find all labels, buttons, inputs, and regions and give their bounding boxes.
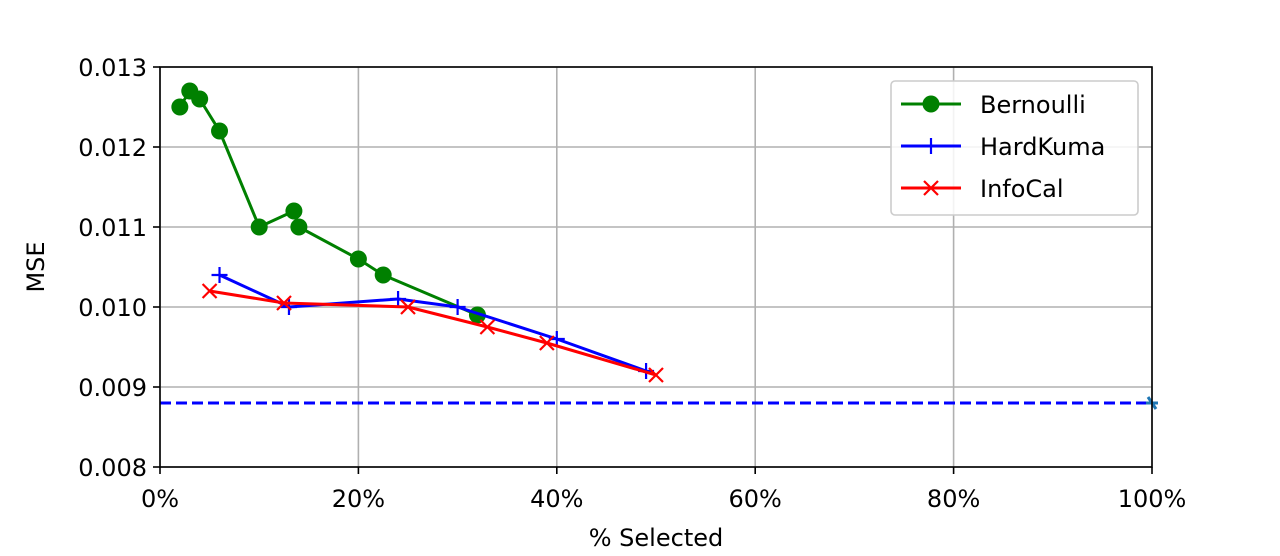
data-point-infocal (400, 299, 416, 315)
data-point-bernoulli (191, 90, 209, 108)
data-point-infocal (539, 335, 555, 351)
series-infocal (201, 283, 664, 383)
y-tick-label: 0.010 (78, 294, 147, 322)
reference-line-layer (160, 396, 1158, 410)
legend-marker (922, 95, 940, 113)
x-tick-label: 100% (1118, 485, 1187, 513)
legend-label: Bernoulli (980, 91, 1086, 119)
data-point-bernoulli (250, 218, 268, 236)
x-tick-label: 20% (332, 485, 385, 513)
data-point-infocal (201, 283, 218, 299)
data-point-infocal (276, 295, 292, 311)
legend-label: InfoCal (980, 175, 1064, 203)
series-layer (171, 82, 664, 383)
x-tick-label: 60% (729, 485, 782, 513)
data-point-bernoulli (290, 218, 308, 236)
series-line-hardkuma (218, 273, 647, 373)
data-point-bernoulli (374, 266, 392, 284)
data-point-hardkuma (449, 299, 466, 315)
data-point-hardkuma (211, 267, 228, 283)
y-tick-label: 0.012 (78, 134, 147, 162)
series-line-infocal (209, 289, 657, 377)
legend-marker (923, 180, 939, 196)
y-tick-label: 0.009 (78, 374, 147, 402)
plot-frame (159, 66, 1153, 468)
data-point-bernoulli (211, 122, 229, 140)
y-tick-label: 0.013 (78, 54, 147, 82)
legend-item-bernoulli: Bernoulli (901, 91, 1086, 119)
legend-item-hardkuma: HardKuma (901, 133, 1105, 161)
legend-item-infocal: InfoCal (901, 175, 1064, 203)
x-tick-label: 40% (530, 485, 583, 513)
legend-marker (923, 138, 939, 154)
data-point-infocal (648, 367, 664, 383)
legend-label: HardKuma (980, 133, 1105, 161)
y-axis-label: MSE (22, 241, 50, 292)
ticks-layer: 0% 20% 40% 60% 80% 100% 0.008 0.009 0.010 0.011 0.… (78, 54, 1186, 513)
series-bernoulli (171, 82, 486, 324)
y-tick-label: 0.008 (78, 454, 147, 482)
legend: Bernoulli HardKuma InfoCal (890, 80, 1139, 216)
series-hardkuma (211, 267, 655, 379)
data-point-bernoulli (285, 202, 303, 220)
data-point-bernoulli (171, 98, 189, 116)
data-point-infocal (479, 319, 496, 335)
x-axis-label: % Selected (589, 524, 723, 552)
data-point-hardkuma (390, 291, 407, 307)
legend-box (890, 80, 1139, 216)
x-tick-label: 0% (141, 485, 179, 513)
data-point-bernoulli (349, 250, 367, 268)
y-tick-label: 0.011 (78, 214, 147, 242)
x-tick-label: 80% (927, 485, 980, 513)
